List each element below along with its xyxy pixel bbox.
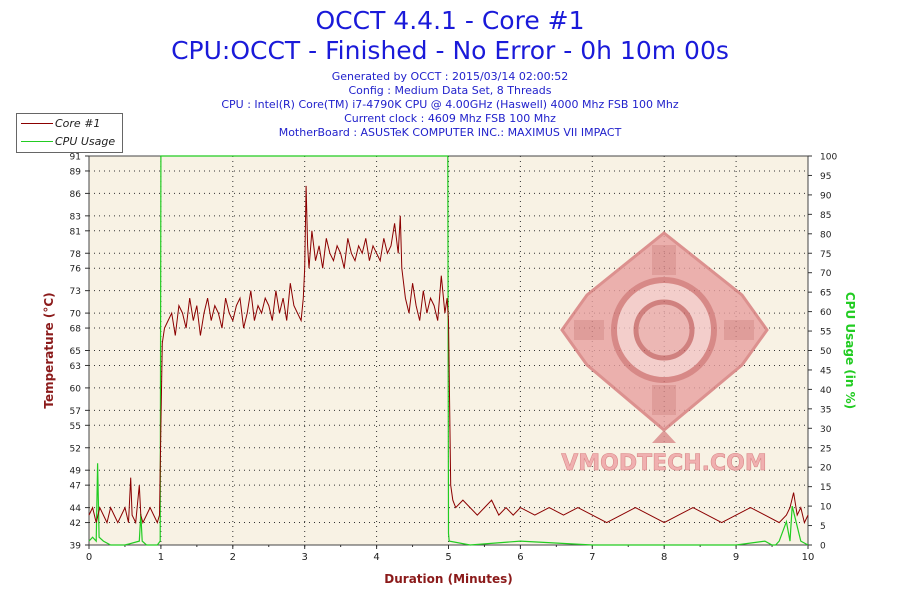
y-tick-label: 70 [70,310,82,320]
y2-tick-label: 35 [820,405,831,415]
y2-tick-label: 95 [820,172,831,182]
watermark-text: VMODTECH.COM [561,451,767,475]
y-tick-label: 83 [70,212,81,222]
x-tick-label: 5 [445,552,451,563]
y2-tick-label: 15 [820,483,831,493]
x-tick-label: 10 [802,552,815,563]
y-tick-label: 39 [70,542,82,552]
y2-axis-title: CPU Usage (in %) [843,292,857,409]
chart-subtitle: CPU:OCCT - Finished - No Error - 0h 10m … [171,36,729,65]
y-tick-label: 42 [70,519,81,529]
chart-title: OCCT 4.4.1 - Core #1 [315,6,585,35]
x-tick-label: 2 [230,552,236,563]
x-tick-label: 7 [589,552,595,563]
legend-label-core: Core #1 [55,117,101,130]
y2-tick-label: 30 [820,425,832,435]
watermark-logo: VMODTECH.COM [560,231,769,475]
y2-tick-label: 20 [820,464,832,474]
y-tick-label: 49 [70,467,82,477]
x-axis-title: Duration (Minutes) [384,572,512,586]
y-tick-label: 44 [70,504,82,514]
y2-tick-label: 90 [820,191,832,201]
watermark-emblem [560,231,769,443]
y2-tick-label: 45 [820,366,831,376]
y2-tick-label: 5 [820,522,826,532]
y2-tick-label: 65 [820,289,831,299]
y2-tick-label: 40 [820,386,832,396]
y-tick-label: 89 [70,167,82,177]
y-tick-label: 76 [70,265,82,275]
legend-swatch-usage [21,141,53,142]
y2-tick-label: 50 [820,347,832,357]
y-tick-label: 47 [70,482,81,492]
y-tick-label: 60 [70,384,82,394]
chart-legend: Core #1 CPU Usage [16,113,123,153]
y-axis-title: Temperature (°C) [42,292,56,408]
y2-tick-label: 0 [820,542,826,552]
y2-tick-label: 85 [820,211,831,221]
y2-tick-label: 100 [820,153,837,163]
y2-tick-label: 70 [820,269,832,279]
y-tick-label: 68 [70,325,82,335]
info-config: Config : Medium Data Set, 8 Threads [348,84,552,97]
info-cpu: CPU : Intel(R) Core(TM) i7-4790K CPU @ 4… [221,98,679,111]
y2-tick-label: 80 [820,230,832,240]
y-tick-label: 57 [70,407,81,417]
y-tick-label: 52 [70,444,81,454]
y-tick-label: 91 [70,153,81,163]
x-tick-label: 0 [86,552,92,563]
y-tick-label: 63 [70,362,81,372]
y2-tick-label: 75 [820,250,831,260]
legend-label-usage: CPU Usage [55,135,116,148]
x-tick-label: 9 [733,552,739,563]
y2-tick-label: 60 [820,308,832,318]
info-generated: Generated by OCCT : 2015/03/14 02:00:52 [331,70,569,83]
x-tick-label: 4 [373,552,379,563]
y-tick-label: 86 [70,190,82,200]
info-motherboard: MotherBoard : ASUSTeK COMPUTER INC.: MAX… [278,126,622,139]
legend-swatch-core [21,123,53,124]
series-line-cpu-usage [88,155,809,546]
y-tick-label: 81 [70,227,81,237]
legend-item-core: Core #1 [17,115,122,133]
x-tick-label: 8 [661,552,667,563]
y2-tick-label: 10 [820,503,832,513]
x-tick-label: 6 [517,552,523,563]
y2-tick-label: 25 [820,444,831,454]
legend-item-usage: CPU Usage [17,133,122,151]
x-tick-label: 1 [158,552,164,563]
y-tick-label: 55 [70,422,81,432]
x-tick-label: 3 [302,552,308,563]
y2-tick-label: 55 [820,328,831,338]
y-tick-label: 78 [70,250,82,260]
y-tick-label: 73 [70,287,81,297]
info-clock: Current clock : 4609 Mhz FSB 100 Mhz [344,112,556,125]
series-line-core-1 [88,185,809,525]
y-tick-label: 65 [70,347,81,357]
